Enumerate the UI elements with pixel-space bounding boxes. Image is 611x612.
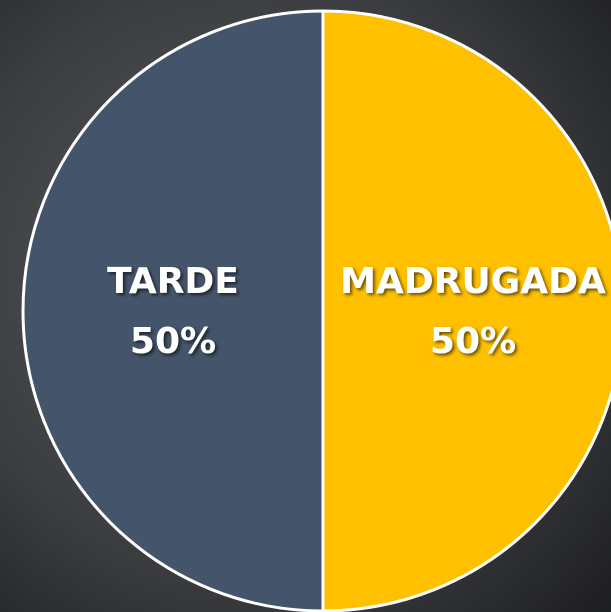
page: {"chart_data": {"type": "pie", "categori… (0, 0, 611, 612)
chart: MADRUGADA 50% TARDE 50% (0, 0, 611, 612)
pie (23, 11, 611, 611)
slice-value-label: 50% (130, 321, 216, 362)
slice-value-label: 50% (430, 321, 516, 362)
slice-label: MADRUGADA (340, 261, 606, 302)
slice-label: TARDE (107, 261, 239, 302)
